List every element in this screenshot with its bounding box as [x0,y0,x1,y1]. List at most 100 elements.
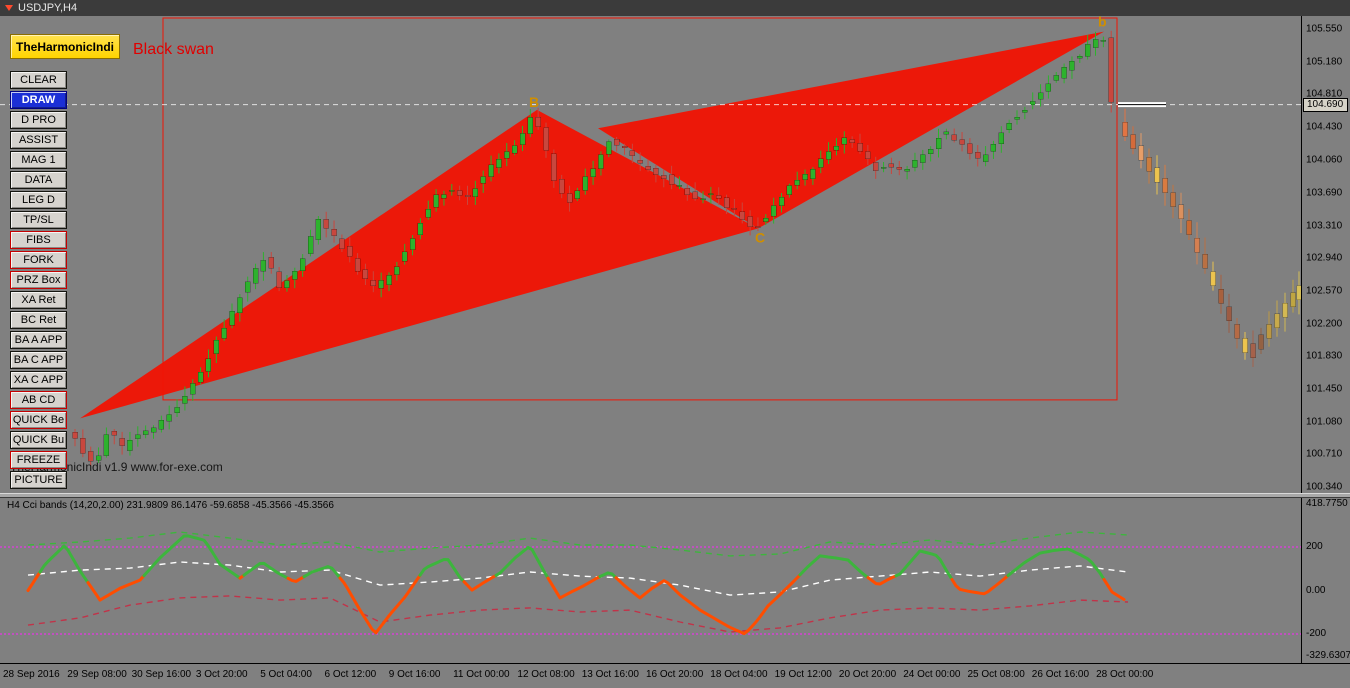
candle-body [378,280,384,289]
cci-indicator-canvas[interactable] [0,498,1302,663]
tool-button-bc-ret[interactable]: BC Ret [10,311,67,329]
tool-button-quick-bu[interactable]: QUICK Bu [10,431,67,449]
candle-body [668,174,675,185]
candle-body [72,431,78,439]
tool-button-freeze[interactable]: FREEZE [10,451,67,469]
candle-body [590,168,596,178]
tool-button-xa-c-app[interactable]: XA C APP [10,371,67,389]
harmonic-brand-button[interactable]: TheHarmonicIndi [10,34,120,59]
candle-body [927,148,934,155]
tool-button-d-pro[interactable]: D PRO [10,111,67,129]
tool-button-ba-a-app[interactable]: BA A APP [10,331,67,349]
tool-button-mag-1[interactable]: MAG 1 [10,151,67,169]
price-axis-label: 103.690 [1306,187,1343,198]
candle-body [1234,324,1240,339]
tool-button-prz-box[interactable]: PRZ Box [10,271,67,289]
cci-main-line [142,534,242,580]
tool-button-xa-ret[interactable]: XA Ret [10,291,67,309]
candle-body [166,414,172,422]
candle-body [237,297,243,314]
candle-body [802,173,808,180]
cci-indicator-area[interactable]: H4 Cci bands (14,20,2.00) 231.9809 86.14… [0,498,1302,663]
candle-body [1154,167,1160,183]
candle-body [676,185,683,187]
time-axis-label: 9 Oct 16:00 [388,669,441,680]
pattern-name-label: Black swan [133,41,214,58]
tool-button-quick-be[interactable]: QUICK Be [10,411,67,429]
harmonic-triangle-1 [80,109,758,419]
candle-body [613,138,620,146]
price-axis-label: 105.550 [1306,23,1343,35]
candle-body [370,280,377,287]
candle-body [535,116,541,127]
candle-body [1178,204,1184,220]
candle-body [763,217,769,222]
candle-body [480,176,486,184]
candle-body [464,194,471,198]
tool-button-leg-d[interactable]: LEG D [10,191,67,209]
candle-body [566,193,573,203]
cci-main-line [866,574,898,586]
tool-button-assist[interactable]: ASSIST [10,131,67,149]
candle-body [425,208,432,218]
candle-body [1122,121,1128,137]
candle-body [347,246,353,257]
price-chart-canvas[interactable]: B Cb [0,16,1302,493]
candle-body [872,162,879,171]
candle-body [417,222,424,236]
tool-button-fibs[interactable]: FIBS [10,231,67,249]
candle-body [433,194,439,208]
time-axis-label: 19 Oct 12:00 [774,669,832,680]
current-price-tag: 104.690 [1303,97,1348,112]
candle-body [1258,334,1264,350]
candle-body [731,208,738,210]
candle-body [1170,192,1176,207]
candle-body [1029,101,1036,106]
cci-upper-band [27,531,1129,557]
candle-body [1053,75,1060,81]
candle-body [778,196,785,206]
tool-button-clear[interactable]: CLEAR [10,71,67,89]
tool-button-picture[interactable]: PICTURE [10,471,67,489]
candle-body [299,258,306,272]
tool-button-ab-cd[interactable]: AB CD [10,391,67,409]
time-axis[interactable]: 28 Sep 2016 29 Sep 08:00 30 Sep 16:00 3 Oct… [0,663,1350,688]
candle-body [1226,306,1232,322]
price-axis-label: 104.430 [1306,121,1343,133]
cci-main-line [894,549,954,581]
tool-button-fork[interactable]: FORK [10,251,67,269]
candle-body [276,271,282,288]
indicator-axis[interactable]: 418.7750 200 0.00 -200 -329.6307 [1302,498,1350,663]
title-bar: USDJPY,H4 [0,0,1350,16]
indicator-header: H4 Cci bands (14,20,2.00) 231.9809 86.14… [7,500,334,511]
candle-body [1274,313,1280,329]
candle-body [1006,122,1012,131]
candle-body [150,427,157,433]
candle-body [912,159,918,168]
panel-splitter[interactable] [0,493,1350,498]
candle-body [496,158,502,168]
cci-main-line [1006,547,1106,581]
candle-body [857,143,863,152]
candle-body [111,430,118,436]
candle-body [810,168,816,180]
candle-body [1296,285,1301,301]
indicator-axis-label: 200 [1306,541,1323,552]
cci-main-line [38,544,90,585]
tool-button-tp-sl[interactable]: TP/SL [10,211,67,229]
candle-body [637,159,643,164]
tool-button-ba-c-app[interactable]: BA C APP [10,351,67,369]
candle-body [339,238,345,250]
candle-body [700,198,706,201]
candle-body [1077,55,1083,59]
time-axis-label: 11 Oct 00:00 [453,669,510,680]
candle-body [1194,237,1200,253]
candle-body [998,132,1005,145]
tool-button-data[interactable]: DATA [10,171,67,189]
candle-body [653,167,659,175]
price-axis[interactable]: 104.690 105.550 105.180 104.810 104.430 104.… [1302,16,1350,493]
tool-button-draw[interactable]: DRAW [10,91,67,109]
time-axis-label: 3 Oct 20:00 [195,669,248,680]
candle-body [833,145,840,151]
